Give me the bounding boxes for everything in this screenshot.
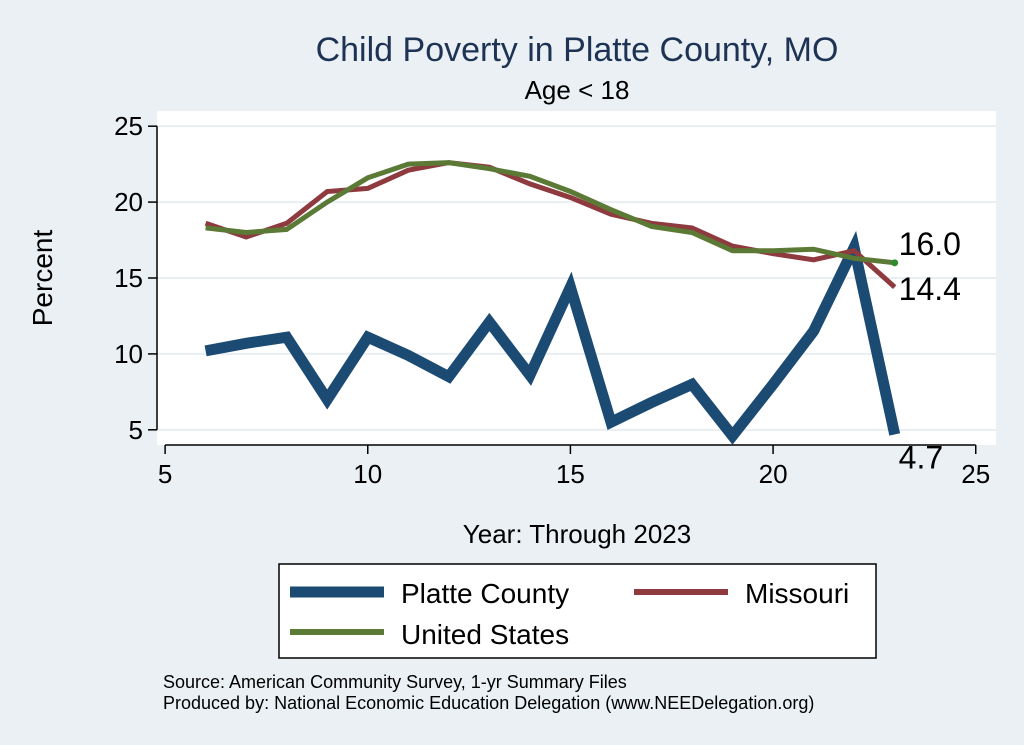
y-tick-label-10: 10 [114, 339, 143, 369]
chart-title: Child Poverty in Platte County, MO [316, 31, 839, 69]
legend-label-united-states: United States [401, 619, 569, 650]
end-label-missouri: 14.4 [899, 271, 961, 307]
end-label-united-states: 16.0 [899, 226, 961, 262]
x-tick-label-15: 15 [556, 459, 585, 489]
series-line-missouri [204, 160, 897, 289]
chart-subtitle: Age < 18 [525, 75, 630, 105]
x-tick-label-5: 5 [158, 459, 172, 489]
legend-box [278, 563, 877, 659]
y-tick-label-5: 5 [129, 415, 143, 445]
x-tick-label-20: 20 [759, 459, 788, 489]
y-tick-label-25: 25 [114, 111, 143, 141]
x-axis-label: Year: Through 2023 [463, 519, 691, 549]
producer-note: Produced by: National Economic Education… [163, 693, 814, 713]
y-axis-label: Percent [27, 230, 58, 327]
legend-label-platte-county: Platte County [401, 578, 569, 609]
legend: Platte County Missouri United States [278, 563, 877, 659]
x-tick-label-10: 10 [353, 459, 382, 489]
source-note: Source: American Community Survey, 1-yr … [163, 672, 627, 692]
y-tick-label-15: 15 [114, 263, 143, 293]
series-line-united-states [205, 160, 895, 266]
end-marker-united-states [891, 259, 899, 267]
series-line-platte-county [204, 230, 901, 445]
x-tick-label-25: 25 [961, 459, 990, 489]
axes: 5 10 15 20 25 5 10 15 20 25 [114, 111, 990, 489]
series-lines [204, 160, 901, 445]
end-labels: 4.7 14.4 16.0 [899, 226, 961, 476]
y-tick-label-20: 20 [114, 187, 143, 217]
legend-label-missouri: Missouri [745, 578, 849, 609]
end-label-platte-county: 4.7 [899, 439, 943, 475]
